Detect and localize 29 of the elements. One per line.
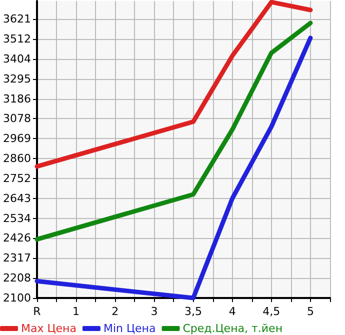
x-tick-label: 3 [150,305,158,318]
x-tick-label: 3,5 [184,305,202,318]
y-tick-label: 2860 [2,152,31,166]
y-tick-label: 2969 [2,132,31,146]
y-tick-label: 3404 [2,52,31,66]
y-tick-label: 2208 [2,272,31,285]
x-tick-label: R [33,305,42,318]
y-tick-label: 2643 [2,192,31,205]
y-tick-label: 2534 [2,212,31,225]
y-tick-label: 2426 [2,232,31,245]
y-tick-label: 3078 [2,112,31,126]
y-tick-label: 2317 [2,252,31,265]
y-tick-label: 2752 [2,172,31,185]
legend-label: Сред.Цена, т.йен [182,322,283,335]
line-series [34,20,313,242]
x-tick-label: 5 [306,305,314,318]
legend-label: Min Цена [103,322,156,335]
line-series [34,0,313,169]
y-tick-label: 3295 [2,72,31,86]
y-tick-label: 3621 [2,12,31,26]
legend-label: Max Цена [21,322,76,335]
x-tick-label: 4,5 [262,305,280,318]
y-tick-label: 3512 [2,32,31,46]
x-tick-label: 2 [112,305,119,318]
y-tick-label: 3186 [2,92,31,106]
y-tick-label: 2100 [2,292,31,304]
x-tick-label: 4 [228,305,236,318]
line-series [34,36,313,300]
x-tick-label: 1 [72,305,80,318]
